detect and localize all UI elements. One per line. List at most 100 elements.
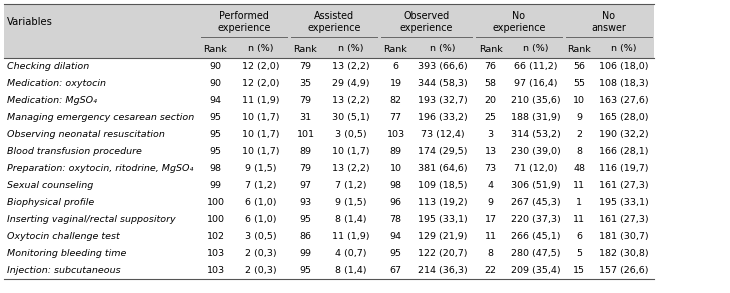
Text: 102: 102	[207, 232, 225, 241]
Text: 78: 78	[390, 215, 402, 224]
Text: 90: 90	[210, 62, 221, 71]
Text: 10 (1,7): 10 (1,7)	[242, 130, 280, 139]
Text: 15: 15	[573, 266, 585, 275]
Text: 35: 35	[299, 79, 312, 88]
Text: 5: 5	[576, 249, 582, 258]
Text: 10 (1,7): 10 (1,7)	[331, 147, 369, 156]
Text: 106 (18,0): 106 (18,0)	[599, 62, 649, 71]
Text: 7 (1,2): 7 (1,2)	[335, 181, 366, 190]
Text: 174 (29,5): 174 (29,5)	[418, 147, 468, 156]
Text: n (%): n (%)	[338, 45, 364, 54]
Text: 344 (58,3): 344 (58,3)	[418, 79, 468, 88]
Text: 129 (21,9): 129 (21,9)	[418, 232, 468, 241]
Text: 109 (18,5): 109 (18,5)	[418, 181, 468, 190]
Text: Monitoring bleeding time: Monitoring bleeding time	[7, 249, 126, 258]
Text: 163 (27,6): 163 (27,6)	[599, 96, 649, 105]
Text: 11 (1,9): 11 (1,9)	[242, 96, 280, 105]
Text: 10 (1,7): 10 (1,7)	[242, 147, 280, 156]
Text: 103: 103	[207, 249, 225, 258]
Text: 73 (12,4): 73 (12,4)	[421, 130, 465, 139]
Text: 280 (47,5): 280 (47,5)	[511, 249, 560, 258]
Text: Blood transfusion procedure: Blood transfusion procedure	[7, 147, 142, 156]
Text: 76: 76	[485, 62, 496, 71]
Text: 181 (30,7): 181 (30,7)	[599, 232, 649, 241]
Text: 96: 96	[390, 198, 402, 207]
Text: 99: 99	[299, 249, 312, 258]
Text: Biophysical profile: Biophysical profile	[7, 198, 94, 207]
Text: 94: 94	[390, 232, 402, 241]
Text: 9 (1,5): 9 (1,5)	[245, 164, 276, 173]
Text: n (%): n (%)	[247, 45, 273, 54]
Text: n (%): n (%)	[430, 45, 456, 54]
Text: Medication: oxytocin: Medication: oxytocin	[7, 79, 106, 88]
Text: 381 (64,6): 381 (64,6)	[418, 164, 468, 173]
Text: 230 (39,0): 230 (39,0)	[510, 147, 561, 156]
Text: 100: 100	[207, 215, 225, 224]
Text: 9: 9	[576, 113, 582, 122]
Text: 220 (37,3): 220 (37,3)	[510, 215, 561, 224]
Text: 10: 10	[390, 164, 402, 173]
Text: 95: 95	[210, 147, 221, 156]
Text: 393 (66,6): 393 (66,6)	[418, 62, 468, 71]
Text: No
experience: No experience	[492, 11, 546, 33]
Text: 314 (53,2): 314 (53,2)	[510, 130, 561, 139]
Text: 101: 101	[296, 130, 315, 139]
Text: 55: 55	[573, 79, 585, 88]
Text: 25: 25	[485, 113, 496, 122]
Text: 71 (12,0): 71 (12,0)	[514, 164, 557, 173]
Text: 8 (1,4): 8 (1,4)	[335, 215, 366, 224]
Text: Rank: Rank	[479, 45, 502, 54]
Text: 30 (5,1): 30 (5,1)	[331, 113, 369, 122]
Text: 17: 17	[485, 215, 496, 224]
Text: 157 (26,6): 157 (26,6)	[599, 266, 649, 275]
Text: Performed
experience: Performed experience	[218, 11, 271, 33]
Text: 190 (32,2): 190 (32,2)	[599, 130, 649, 139]
Text: 77: 77	[390, 113, 402, 122]
Text: Variables: Variables	[7, 17, 53, 27]
Text: 210 (35,6): 210 (35,6)	[511, 96, 561, 105]
Text: 4 (0,7): 4 (0,7)	[335, 249, 366, 258]
Text: Rank: Rank	[204, 45, 227, 54]
Text: 3 (0,5): 3 (0,5)	[334, 130, 366, 139]
Text: No
answer: No answer	[591, 11, 626, 33]
Bar	[4, 4, 654, 58]
Text: 2: 2	[576, 130, 582, 139]
Text: Checking dilation: Checking dilation	[7, 62, 89, 71]
Text: 10: 10	[573, 96, 585, 105]
Text: 48: 48	[573, 164, 585, 173]
Text: 122 (20,7): 122 (20,7)	[418, 249, 468, 258]
Text: 13 (2,2): 13 (2,2)	[331, 164, 369, 173]
Text: 6: 6	[576, 232, 582, 241]
Text: 10 (1,7): 10 (1,7)	[242, 113, 280, 122]
Text: 8 (1,4): 8 (1,4)	[335, 266, 366, 275]
Text: Rank: Rank	[384, 45, 407, 54]
Text: 9 (1,5): 9 (1,5)	[335, 198, 366, 207]
Text: 97: 97	[299, 181, 312, 190]
Text: 103: 103	[386, 130, 404, 139]
Text: 20: 20	[485, 96, 496, 105]
Text: 13: 13	[485, 147, 496, 156]
Text: 3: 3	[488, 130, 493, 139]
Text: 98: 98	[210, 164, 221, 173]
Text: 79: 79	[299, 96, 312, 105]
Text: 6 (1,0): 6 (1,0)	[245, 198, 276, 207]
Text: 99: 99	[210, 181, 221, 190]
Text: 95: 95	[210, 130, 221, 139]
Text: Preparation: oxytocin, ritodrine, MgSO₄: Preparation: oxytocin, ritodrine, MgSO₄	[7, 164, 193, 173]
Text: 13 (2,2): 13 (2,2)	[331, 96, 369, 105]
Text: 306 (51,9): 306 (51,9)	[511, 181, 561, 190]
Text: Rank: Rank	[293, 45, 318, 54]
Text: 79: 79	[299, 62, 312, 71]
Text: 95: 95	[299, 266, 312, 275]
Text: 95: 95	[210, 113, 221, 122]
Text: Sexual counseling: Sexual counseling	[7, 181, 93, 190]
Text: 1: 1	[576, 198, 582, 207]
Text: 95: 95	[390, 249, 402, 258]
Text: 98: 98	[390, 181, 402, 190]
Text: 6 (1,0): 6 (1,0)	[245, 215, 276, 224]
Text: 4: 4	[488, 181, 493, 190]
Text: 13 (2,2): 13 (2,2)	[331, 62, 369, 71]
Text: 8: 8	[576, 147, 582, 156]
Text: 100: 100	[207, 198, 225, 207]
Text: 103: 103	[207, 266, 225, 275]
